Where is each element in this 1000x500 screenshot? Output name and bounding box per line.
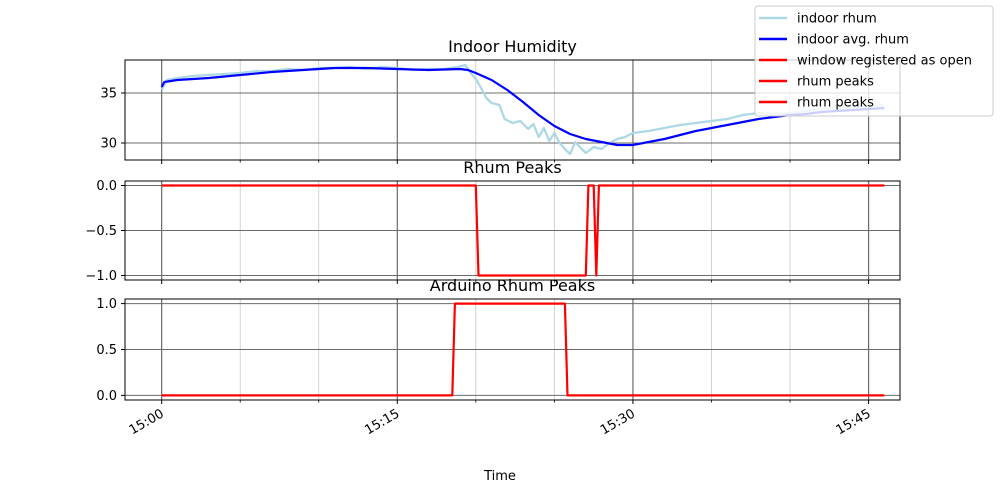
y-tick-label: 0.0 [96, 179, 117, 194]
chart-title: Indoor Humidity [448, 37, 577, 56]
legend-label: rhum peaks [797, 96, 874, 111]
legend-label: indoor avg. rhum [797, 33, 909, 48]
series-line [161, 302, 885, 397]
y-tick-label: 0.5 [96, 343, 117, 358]
series-line [161, 184, 885, 277]
y-tick-label: 30 [100, 137, 117, 152]
y-tick-label: 35 [100, 87, 117, 102]
y-tick-label: −0.5 [85, 224, 117, 239]
y-tick-label: 1.0 [96, 297, 117, 312]
chart-title: Rhum Peaks [463, 158, 561, 177]
legend-label: rhum peaks [797, 75, 874, 90]
y-tick-label: −1.0 [85, 269, 117, 284]
chart-panel-2: −1.0 −0.5 0.0 Rhum Peaks [85, 158, 901, 284]
legend-label: indoor rhum [797, 12, 877, 27]
axes-frame [124, 298, 901, 401]
x-tick-label: 15:15 [362, 406, 402, 438]
x-tick-label: 15:30 [598, 406, 638, 438]
legend: indoor rhum indoor avg. rhum window regist… [754, 5, 994, 117]
chart-title: Arduino Rhum Peaks [430, 276, 595, 295]
chart-panel-3: 0.0 0.5 1.0 Arduino Rhum Peaks 15:00 15:15 15:… [96, 276, 901, 438]
x-tick-label: 15:45 [834, 406, 874, 438]
legend-label: window registered as open [797, 54, 972, 69]
y-tick-label: 0.0 [96, 389, 117, 404]
legend-box [754, 5, 994, 117]
x-axis-label: Time [483, 469, 516, 484]
x-tick-label: 15:00 [127, 406, 167, 438]
axes-frame [124, 180, 901, 281]
